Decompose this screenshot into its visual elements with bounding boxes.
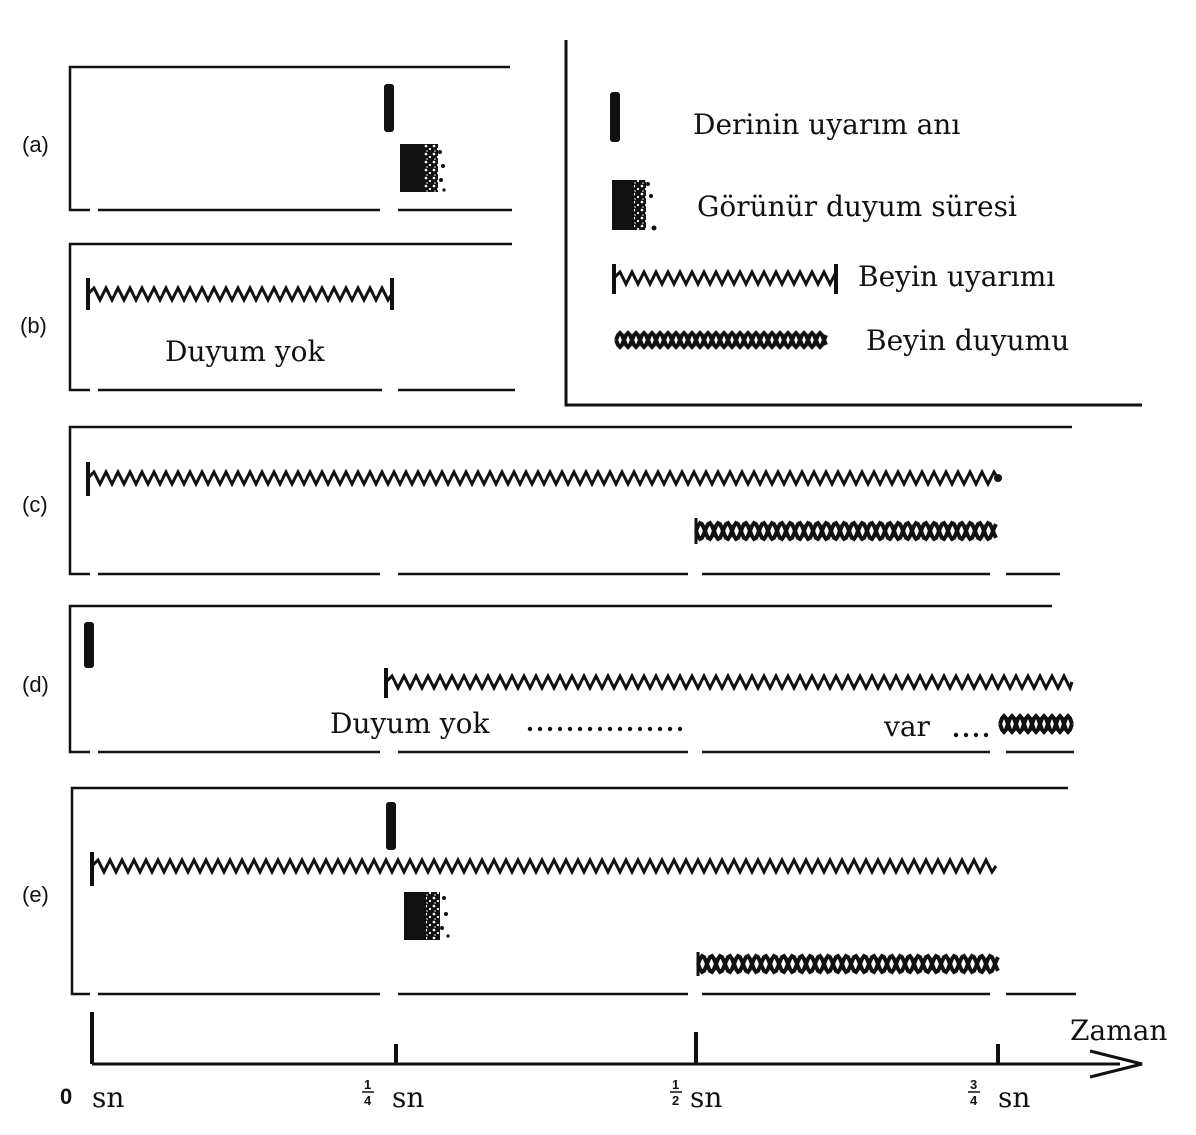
apparent-sensation-marker bbox=[404, 892, 450, 940]
brain-sensation-wave bbox=[694, 520, 998, 542]
panel-e-label: (e) bbox=[22, 882, 49, 907]
leader-dot bbox=[953, 732, 959, 738]
leader-dot bbox=[657, 726, 663, 732]
panel-d-frame bbox=[68, 604, 1074, 754]
tick-unit: sn bbox=[998, 1081, 1030, 1114]
panel-b-label: (b) bbox=[20, 313, 47, 338]
legend-skin-stimulus-icon bbox=[610, 92, 620, 142]
leader-dot bbox=[637, 726, 643, 732]
sensation-present-text: var bbox=[883, 710, 931, 743]
apparent-sensation-marker bbox=[400, 144, 446, 192]
no-sensation-text: Duyum yok bbox=[165, 335, 325, 368]
legend-frame bbox=[564, 40, 1142, 407]
tick-3-denominator: 4 bbox=[970, 1093, 978, 1108]
leader-dot bbox=[983, 732, 989, 738]
legend-brain-stimulation-icon bbox=[612, 264, 838, 294]
panel-b-frame bbox=[68, 242, 515, 392]
tick-unit: sn bbox=[392, 1081, 424, 1114]
tick-2-denominator: 2 bbox=[672, 1093, 679, 1108]
leader-dot bbox=[597, 726, 603, 732]
legend-apparent-sensation-label: Görünür duyum süresi bbox=[697, 190, 1017, 223]
tick-1-numerator: 1 bbox=[364, 1077, 371, 1092]
leader-dot bbox=[677, 726, 683, 732]
brain-sensation-band bbox=[696, 952, 1000, 976]
panel-a-label: (a) bbox=[22, 132, 49, 157]
skin-stimulus-marker bbox=[386, 802, 396, 850]
skin-stimulus-marker bbox=[384, 84, 394, 132]
leader-dot bbox=[667, 726, 673, 732]
panel-d-label: (d) bbox=[22, 672, 49, 697]
tick-3-numerator: 3 bbox=[970, 1077, 977, 1092]
brain-sensation-wave bbox=[614, 330, 828, 350]
tick-unit: sn bbox=[690, 1081, 722, 1114]
tick-2-numerator: 1 bbox=[672, 1077, 679, 1092]
tick-unit: sn bbox=[92, 1081, 124, 1114]
dotted-leader bbox=[527, 726, 683, 732]
panel-c-label: (c) bbox=[22, 492, 48, 517]
leader-dot bbox=[647, 726, 653, 732]
panel-a-frame bbox=[68, 65, 512, 212]
brain-stimulation-train bbox=[90, 852, 998, 886]
brain-sensation-band bbox=[694, 518, 998, 544]
brain-sensation-wave bbox=[696, 953, 1000, 975]
leader-dot bbox=[577, 726, 583, 732]
leader-dot bbox=[527, 726, 533, 732]
leader-dot bbox=[567, 726, 573, 732]
brain-stimulation-train bbox=[384, 668, 1074, 698]
leader-dot bbox=[537, 726, 543, 732]
dotted-leader bbox=[953, 732, 989, 738]
axis-title: Zaman bbox=[1070, 1014, 1167, 1047]
panel-c-frame bbox=[68, 425, 1072, 576]
brain-sensation-band bbox=[998, 712, 1074, 736]
leader-dot bbox=[587, 726, 593, 732]
brain-stimulation-train bbox=[86, 462, 1002, 496]
tick-0-whole: 0 bbox=[60, 1084, 72, 1109]
legend-skin-stimulus-label: Derinin uyarım anı bbox=[693, 108, 960, 141]
time-axis bbox=[90, 1012, 1143, 1079]
leader-dot bbox=[607, 726, 613, 732]
leader-dot bbox=[557, 726, 563, 732]
tick-1-denominator: 4 bbox=[364, 1093, 372, 1108]
legend-brain-stimulation-label: Beyin uyarımı bbox=[858, 260, 1055, 293]
brain-stimulation-train bbox=[86, 278, 394, 310]
leader-dot bbox=[627, 726, 633, 732]
legend-apparent-sensation-icon bbox=[612, 180, 657, 231]
no-sensation-text: Duyum yok bbox=[330, 707, 490, 740]
panel-e-frame bbox=[70, 786, 1076, 996]
brain-sensation-wave bbox=[998, 712, 1074, 736]
legend-brain-sensation-label: Beyin duyumu bbox=[866, 324, 1069, 357]
legend-brain-sensation-icon bbox=[614, 330, 828, 350]
leader-dot bbox=[973, 732, 979, 738]
skin-stimulus-marker bbox=[84, 622, 94, 668]
leader-dot bbox=[963, 732, 969, 738]
leader-dot bbox=[617, 726, 623, 732]
leader-dot bbox=[547, 726, 553, 732]
